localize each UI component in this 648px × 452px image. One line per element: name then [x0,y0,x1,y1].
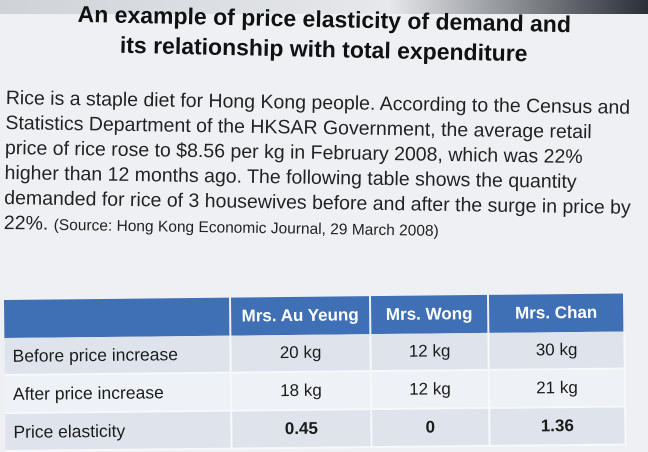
cell-after-wong: 12 kg [370,369,490,410]
cell-after-au-yeung: 18 kg [230,371,372,411]
table-header-chan: Mrs. Chan [487,293,625,333]
row-label-after: After price increase [4,372,232,413]
table-header-wong: Mrs. Wong [369,294,489,335]
demand-table: Mrs. Au Yeung Mrs. Wong Mrs. Chan Before… [4,293,627,451]
source-citation: (Source: Hong Kong Economic Journal, 29 … [53,216,439,240]
cell-after-chan: 21 kg [488,368,626,408]
cell-elasticity-wong: 0 [371,407,490,448]
demand-table-container: Mrs. Au Yeung Mrs. Wong Mrs. Chan Before… [4,293,627,451]
slide-title: An example of price elasticity of demand… [0,0,648,71]
body-paragraph: Rice is a staple diet for Hong Kong peop… [4,86,638,247]
table-header-corner [4,297,231,338]
cell-before-au-yeung: 20 kg [230,334,371,373]
table-row-after: After price increase 18 kg 12 kg 21 kg [4,368,626,413]
cell-before-wong: 12 kg [370,332,489,372]
cell-before-chan: 30 kg [488,331,625,370]
table-header-au-yeung: Mrs. Au Yeung [229,296,371,336]
table-header-row: Mrs. Au Yeung Mrs. Wong Mrs. Chan [4,293,625,338]
cell-elasticity-au-yeung: 0.45 [231,409,372,449]
table-row-elasticity: Price elasticity 0.45 0 1.36 [5,406,626,451]
row-label-before: Before price increase [4,335,231,375]
cell-elasticity-chan: 1.36 [489,406,626,446]
body-paragraph-main: Rice is a staple diet for Hong Kong peop… [3,86,631,235]
window-top-bar [0,0,648,14]
row-label-elasticity: Price elasticity [5,410,232,451]
